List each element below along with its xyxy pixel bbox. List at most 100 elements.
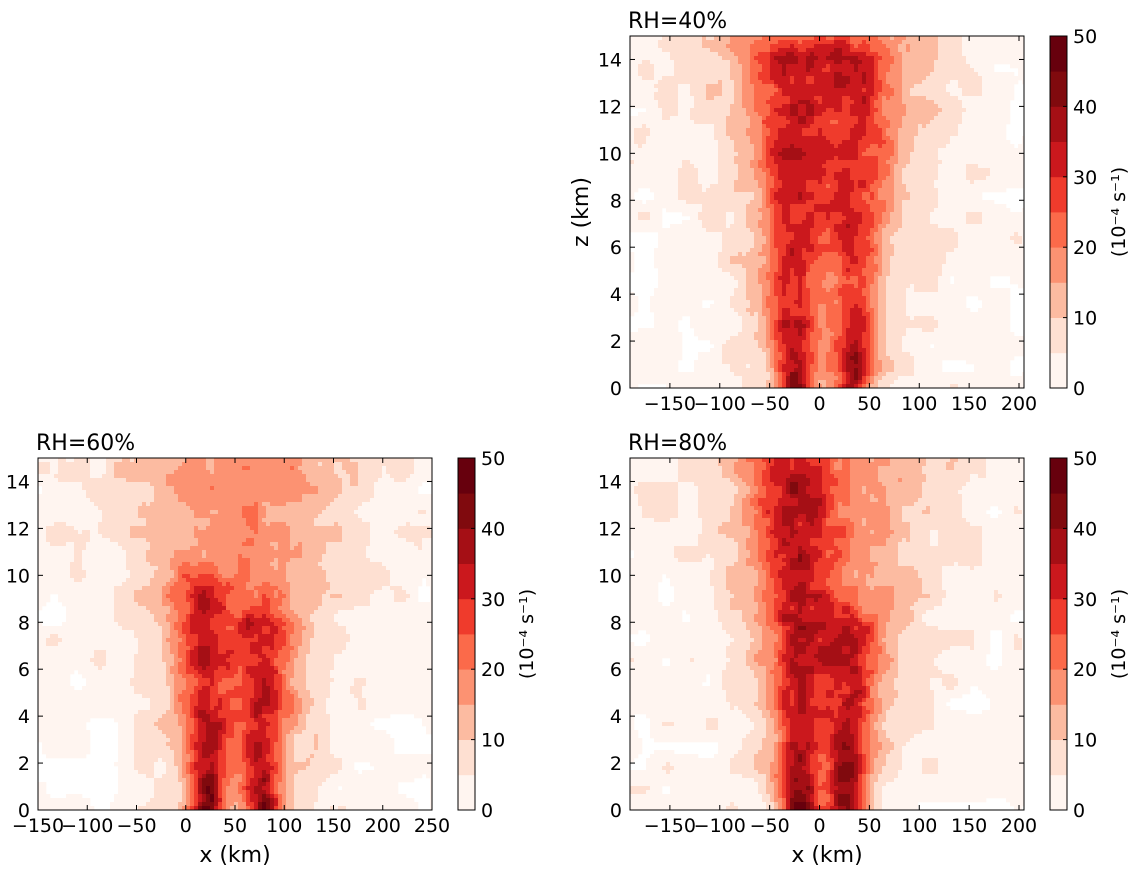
heatmap-cell (866, 232, 871, 237)
heatmap-cell (810, 356, 815, 361)
heatmap-cell (750, 284, 755, 289)
heatmap-cell (762, 200, 767, 205)
heatmap-cell (822, 120, 827, 125)
heatmap-cell (854, 152, 859, 157)
heatmap-cell (798, 176, 803, 181)
heatmap-cell (834, 264, 839, 269)
heatmap-cell (818, 348, 823, 353)
heatmap-cell (854, 192, 859, 197)
heatmap-cell (742, 304, 747, 309)
heatmap-cell (650, 364, 655, 369)
heatmap-cell (638, 132, 643, 137)
heatmap-cell (846, 160, 851, 165)
heatmap-cell (762, 256, 767, 261)
heatmap-cell (734, 204, 739, 209)
heatmap-cell (802, 200, 807, 205)
heatmap-cell (830, 96, 835, 101)
heatmap-cell (778, 348, 783, 353)
heatmap-cell (662, 344, 667, 349)
heatmap-cell (770, 132, 775, 137)
heatmap-cell (782, 92, 787, 97)
heatmap-cell (658, 172, 663, 177)
heatmap-cell (798, 84, 803, 89)
heatmap-cell (690, 324, 695, 329)
heatmap-cell (710, 252, 715, 257)
heatmap-cell (818, 280, 823, 285)
heatmap-cell (634, 100, 639, 105)
heatmap-cell (710, 204, 715, 209)
heatmap-cell (702, 36, 707, 41)
heatmap-cell (818, 244, 823, 249)
heatmap-cell (834, 72, 839, 77)
heatmap-cell (790, 56, 795, 61)
heatmap-cell (846, 120, 851, 125)
heatmap-cell (758, 364, 763, 369)
heatmap-cell (814, 168, 819, 173)
heatmap-cell (666, 372, 671, 377)
heatmap-cell (842, 324, 847, 329)
heatmap-cell (790, 120, 795, 125)
heatmap-cell (802, 292, 807, 297)
heatmap-cell (862, 316, 867, 321)
heatmap-cell (670, 188, 675, 193)
heatmap-cell (770, 144, 775, 149)
heatmap-cell (730, 356, 735, 361)
heatmap-cell (706, 260, 711, 265)
heatmap-cell (666, 44, 671, 49)
heatmap-cell (826, 328, 831, 333)
heatmap-cell (778, 160, 783, 165)
heatmap-cell (754, 220, 759, 225)
heatmap-cell (810, 252, 815, 257)
heatmap-cell (734, 236, 739, 241)
heatmap-cell (810, 104, 815, 109)
heatmap-cell (826, 212, 831, 217)
heatmap-cell (826, 196, 831, 201)
heatmap-cell (690, 144, 695, 149)
heatmap-cell (694, 308, 699, 313)
heatmap-cell (698, 168, 703, 173)
heatmap-cell (722, 60, 727, 65)
heatmap-cell (774, 328, 779, 333)
heatmap-cell (814, 348, 819, 353)
heatmap-cell (842, 36, 847, 41)
heatmap-cell (818, 344, 823, 349)
heatmap-cell (794, 380, 799, 385)
heatmap-cell (798, 120, 803, 125)
heatmap-cell (678, 136, 683, 141)
heatmap-cell (714, 376, 719, 381)
heatmap-cell (694, 272, 699, 277)
heatmap-cell (662, 292, 667, 297)
heatmap-cell (758, 328, 763, 333)
heatmap-cell (818, 92, 823, 97)
heatmap-cell (646, 156, 651, 161)
heatmap-cell (786, 152, 791, 157)
heatmap-cell (794, 84, 799, 89)
heatmap-cell (758, 344, 763, 349)
heatmap-cell (846, 208, 851, 213)
heatmap-cell (826, 44, 831, 49)
heatmap-cell (746, 376, 751, 381)
heatmap-cell (854, 164, 859, 169)
heatmap-cell (710, 216, 715, 221)
heatmap-cell (842, 152, 847, 157)
heatmap-cell (814, 336, 819, 341)
heatmap-cell (818, 132, 823, 137)
heatmap-cell (694, 60, 699, 65)
heatmap-cell (858, 296, 863, 301)
heatmap-cell (662, 140, 667, 145)
heatmap-cell (694, 292, 699, 297)
heatmap-cell (650, 44, 655, 49)
heatmap-cell (810, 256, 815, 261)
heatmap-cell (690, 384, 695, 388)
heatmap-cell (710, 320, 715, 325)
heatmap-cell (758, 380, 763, 385)
heatmap-cell (790, 148, 795, 153)
heatmap-cell (834, 148, 839, 153)
heatmap-cell (834, 168, 839, 173)
heatmap-cell (862, 200, 867, 205)
heatmap-cell (702, 272, 707, 277)
heatmap-cell (706, 36, 711, 41)
heatmap-cell (678, 60, 683, 65)
heatmap-cell (666, 96, 671, 101)
heatmap-cell (826, 136, 831, 141)
